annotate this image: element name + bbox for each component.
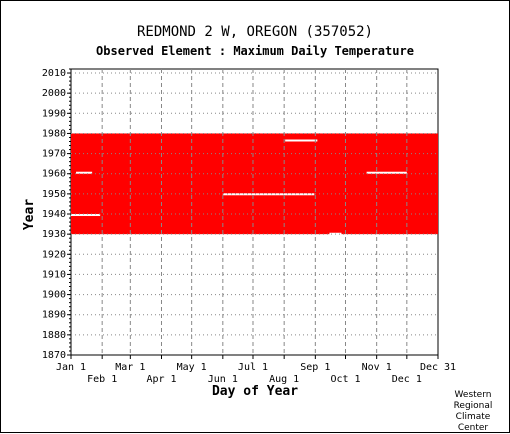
x-tick-label: Aug 1 — [269, 374, 299, 385]
x-axis-label: Day of Year — [211, 384, 299, 399]
y-tick-label: 1890 — [42, 310, 66, 321]
credit-line: Regional — [453, 401, 493, 411]
y-tick-label: 1990 — [42, 108, 66, 119]
x-tick-label: Apr 1 — [146, 374, 176, 385]
x-tick-label: Jun 1 — [208, 374, 238, 385]
chart-subtitle: Observed Element : Maximum Daily Tempera… — [96, 44, 414, 58]
x-tick-label: May 1 — [177, 362, 207, 373]
x-tick-label: Dec 31 — [420, 362, 456, 373]
y-tick-label: 1920 — [42, 249, 66, 260]
y-tick-label: 1930 — [42, 229, 66, 240]
missing-data-gap — [366, 171, 407, 174]
x-tick-label: Feb 1 — [87, 374, 117, 385]
y-tick-label: 2010 — [42, 68, 66, 79]
missing-data-gap — [285, 139, 318, 142]
credit-line: Climate — [455, 412, 491, 422]
x-tick-label: Mar 1 — [115, 362, 145, 373]
credit-line: Western — [454, 390, 492, 400]
x-tick-label: Jan 1 — [56, 362, 86, 373]
y-tick-label: 1910 — [42, 269, 66, 280]
chart-title: REDMOND 2 W, OREGON (357052) — [136, 24, 373, 40]
y-tick-label: 1980 — [42, 128, 66, 139]
credit-line: Center — [457, 423, 489, 433]
x-tick-label: Oct 1 — [330, 374, 360, 385]
missing-data-gap — [222, 193, 315, 196]
x-tick-label: Dec 1 — [392, 374, 422, 385]
missing-data-gap — [71, 214, 101, 217]
y-tick-label: 1970 — [42, 149, 66, 160]
y-tick-label: 1960 — [42, 169, 66, 180]
y-tick-label: 1870 — [42, 350, 66, 361]
credit-block: Western Regional Climate Center — [448, 390, 498, 434]
x-tick-label: Sep 1 — [300, 362, 330, 373]
y-tick-label: 2000 — [42, 88, 66, 99]
y-tick-label: 1940 — [42, 209, 66, 220]
x-tick-label: Jul 1 — [238, 362, 268, 373]
y-tick-label: 1880 — [42, 330, 66, 341]
missing-data-gap — [76, 171, 93, 174]
x-tick-label: Nov 1 — [362, 362, 392, 373]
y-tick-label: 1900 — [42, 290, 66, 301]
y-tick-label: 1950 — [42, 189, 66, 200]
data-band — [71, 133, 438, 235]
